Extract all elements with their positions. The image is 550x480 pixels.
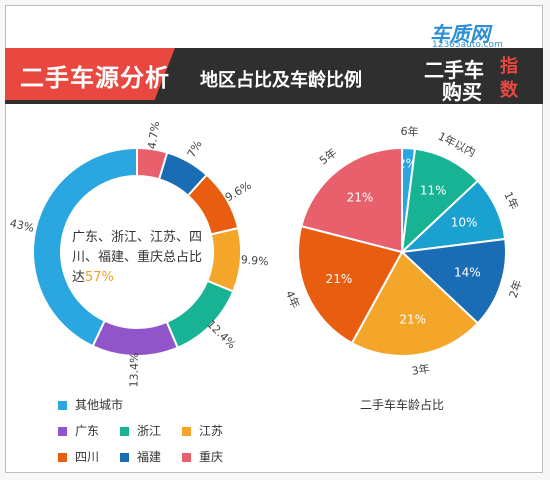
pie-value-1年以内: 11%	[420, 183, 447, 197]
brand-line1: 二手车	[424, 58, 484, 82]
donut-center-note: 广东、浙江、江苏、四川、福建、重庆总占比达57%	[72, 228, 212, 288]
pie-slice-2年	[399, 237, 507, 325]
donut-label-福建: 7%	[185, 138, 205, 160]
pie-category-label-5年: 5年	[316, 145, 339, 167]
pie-category-label-2年: 2年	[506, 278, 525, 299]
pie-slice-3年	[350, 250, 480, 357]
donut-label-其他城市: 43%	[9, 217, 36, 235]
brand-logo: 车质网 12365auto.com 二手车 指 购买 数	[418, 10, 536, 104]
legend-swatch	[120, 453, 129, 462]
pie-slice-4年	[297, 224, 404, 345]
donut-label-重庆: 4.7%	[145, 120, 162, 150]
legend-label: 福建	[137, 450, 162, 464]
page-title: 二手车源分析	[20, 64, 170, 92]
brand-url: 12365auto.com	[432, 40, 503, 50]
donut-label-浙江: 12.4%	[204, 318, 238, 352]
legend-swatch	[120, 427, 129, 436]
legend-item: 其他城市	[58, 396, 123, 413]
legend-item: 福建	[120, 448, 161, 465]
pie-category-label-4年: 4年	[283, 288, 303, 310]
pie-value-5年: 21%	[347, 190, 374, 204]
pie-slice-5年	[300, 146, 403, 254]
pie-title: 二手车车龄占比	[360, 398, 445, 412]
brand-logo-text: 车质网	[430, 22, 490, 46]
legend-swatch	[58, 427, 67, 436]
legend-item: 四川	[58, 448, 99, 465]
legend-label: 广东	[75, 424, 100, 438]
legend-label: 四川	[75, 450, 100, 464]
title-badge	[5, 48, 175, 100]
legend-label: 其他城市	[75, 398, 124, 412]
legend-item: 重庆	[182, 448, 223, 465]
legend-label: 江苏	[199, 424, 224, 438]
pie-slice-1年以内	[400, 147, 480, 255]
donut-label-江苏: 9.9%	[240, 253, 269, 268]
legend-item: 广东	[58, 422, 99, 439]
pie-value-4年: 21%	[326, 272, 353, 286]
donut-label-广东: 13.4%	[127, 352, 141, 387]
brand-line2: 购买	[442, 80, 482, 104]
donut-center-highlight: 57%	[85, 270, 114, 285]
legend-swatch	[58, 453, 67, 462]
pie-value-3年: 21%	[399, 312, 426, 326]
legend-swatch	[182, 427, 191, 436]
donut-center-text: 广东、浙江、江苏、四川、福建、重庆总占比达	[72, 230, 203, 285]
page-subtitle: 地区占比及车龄比例	[200, 70, 362, 91]
legend-label: 浙江	[137, 424, 162, 438]
pie-category-label-1年: 1年	[501, 189, 521, 211]
legend-item: 江苏	[182, 422, 223, 439]
legend-swatch	[182, 453, 191, 462]
pie-value-1年: 10%	[451, 215, 478, 229]
donut-slice-其他城市	[32, 146, 138, 348]
legend-item: 浙江	[120, 422, 161, 439]
legend-label: 重庆	[199, 450, 224, 464]
legend-swatch	[58, 401, 67, 410]
pie-value-2年: 14%	[454, 266, 481, 280]
brand-line1-accent: 指	[500, 56, 518, 77]
donut-slice-广东	[91, 319, 180, 357]
pie-category-label-3年: 3年	[411, 361, 431, 378]
donut-label-四川: 9.6%	[223, 179, 254, 204]
pie-category-label-6年: 6年	[400, 124, 419, 139]
brand-line2-accent: 数	[500, 80, 518, 101]
